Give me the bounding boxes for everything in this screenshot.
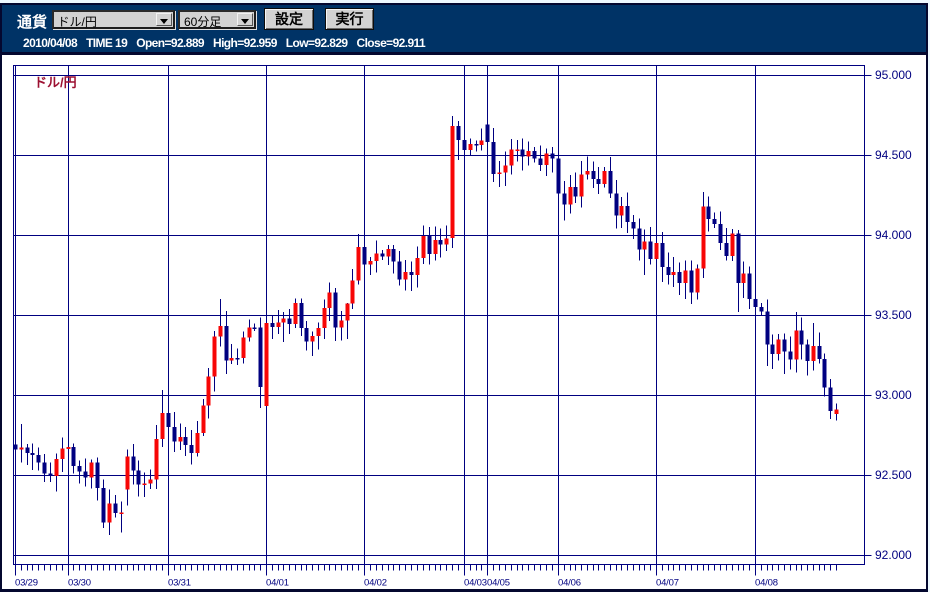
svg-text:04/01: 04/01: [266, 578, 289, 589]
svg-text:03/30: 03/30: [68, 578, 91, 589]
svg-text:04/03: 04/03: [464, 578, 487, 589]
svg-text:93.000: 93.000: [875, 388, 912, 402]
svg-text:92.000: 92.000: [875, 548, 912, 562]
svg-text:94.500: 94.500: [875, 148, 912, 162]
svg-text:04/02: 04/02: [364, 578, 387, 589]
svg-text:04/05: 04/05: [487, 578, 510, 589]
svg-text:94.000: 94.000: [875, 228, 912, 242]
svg-text:ドル/円: ドル/円: [34, 75, 77, 90]
svg-text:04/06: 04/06: [558, 578, 581, 589]
svg-text:93.500: 93.500: [875, 308, 912, 322]
svg-text:95.000: 95.000: [875, 68, 912, 82]
svg-text:03/29: 03/29: [15, 578, 38, 589]
svg-text:04/08: 04/08: [755, 578, 778, 589]
svg-text:03/31: 03/31: [168, 578, 191, 589]
svg-text:04/07: 04/07: [656, 578, 679, 589]
svg-text:92.500: 92.500: [875, 468, 912, 482]
